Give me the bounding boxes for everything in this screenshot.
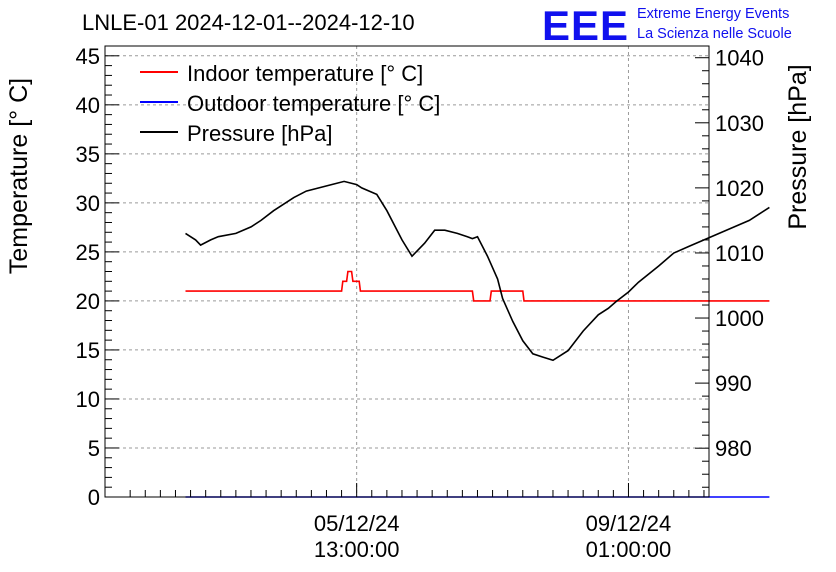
x-tick-label-date: 05/12/24	[314, 511, 400, 536]
y-right-tick-label: 980	[715, 436, 752, 461]
series-pressure-line	[185, 180, 770, 362]
legend-label-outdoor: Outdoor temperature [° C]	[187, 91, 440, 116]
legend-label-pressure: Pressure [hPa]	[187, 121, 333, 146]
y-left-tick-label: 30	[76, 191, 100, 216]
x-tick-label-time: 13:00:00	[314, 537, 400, 562]
y-left-tick-label: 25	[76, 240, 100, 265]
chart-title: LNLE-01 2024-12-01--2024-12-10	[82, 10, 415, 35]
y-left-tick-label: 5	[88, 436, 100, 461]
y-left-tick-label: 0	[88, 485, 100, 510]
y-left-tick-label: 35	[76, 142, 100, 167]
y-right-tick-label: 1000	[715, 306, 764, 331]
logo-line-1: Extreme Energy Events	[637, 6, 789, 22]
grid-lines	[105, 46, 709, 497]
eee-logo: EEE Extreme Energy Events La Scienza nel…	[542, 2, 792, 49]
y-left-tick-label: 20	[76, 289, 100, 314]
logo-line-2: La Scienza nelle Scuole	[637, 26, 792, 42]
y-right-tick-label: 1040	[715, 46, 764, 71]
y-left-tick-label: 40	[76, 93, 100, 118]
series-indoor-temperature-line	[185, 270, 770, 302]
y-right-tick-label: 1020	[715, 176, 764, 201]
y-right-tick-label: 990	[715, 371, 752, 396]
y-right-tick-label: 1030	[715, 111, 764, 136]
y-left-tick-label: 10	[76, 387, 100, 412]
legend: Indoor temperature [° C] Outdoor tempera…	[140, 61, 440, 146]
eee-logo-mark: EEE	[542, 2, 629, 49]
axes: 0 5 10 15 20 25 30 35 40 45 980 990 1000 1010 1020 1030…	[76, 44, 764, 562]
y-right-tick-label: 1010	[715, 241, 764, 266]
y-left-tick-label: 15	[76, 338, 100, 363]
y-left-tick-label: 45	[76, 44, 100, 69]
y-axis-left-label: Temperature [° C]	[5, 78, 33, 274]
x-tick-label-date: 09/12/24	[586, 511, 672, 536]
legend-label-indoor: Indoor temperature [° C]	[187, 61, 423, 86]
x-tick-label-time: 01:00:00	[586, 537, 672, 562]
y-axis-right-label: Pressure [hPa]	[784, 64, 812, 229]
